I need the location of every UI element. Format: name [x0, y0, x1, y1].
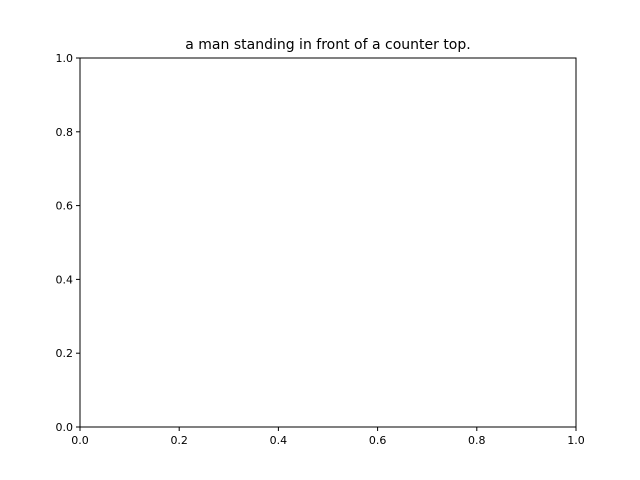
y-tick-label: 1.0 [56, 52, 74, 65]
x-tick-label: 0.8 [468, 434, 486, 447]
y-tick-label: 0.8 [56, 126, 74, 139]
y-axis: 0.0 0.2 0.4 0.6 0.8 1.0 [56, 52, 80, 434]
chart-title: a man standing in front of a counter top… [185, 37, 470, 53]
x-tick-label: 0.0 [71, 434, 89, 447]
y-tick-label: 0.4 [56, 273, 74, 286]
y-tick-label: 0.0 [56, 421, 74, 434]
x-tick-label: 0.6 [369, 434, 387, 447]
x-tick-label: 1.0 [567, 434, 585, 447]
plot-area [79, 57, 577, 428]
y-tick-label: 0.2 [56, 347, 74, 360]
x-tick-label: 0.4 [270, 434, 288, 447]
y-tick-label: 0.6 [56, 200, 74, 213]
x-tick-label: 0.2 [170, 434, 188, 447]
x-axis: 0.0 0.2 0.4 0.6 0.8 1.0 [71, 427, 585, 447]
